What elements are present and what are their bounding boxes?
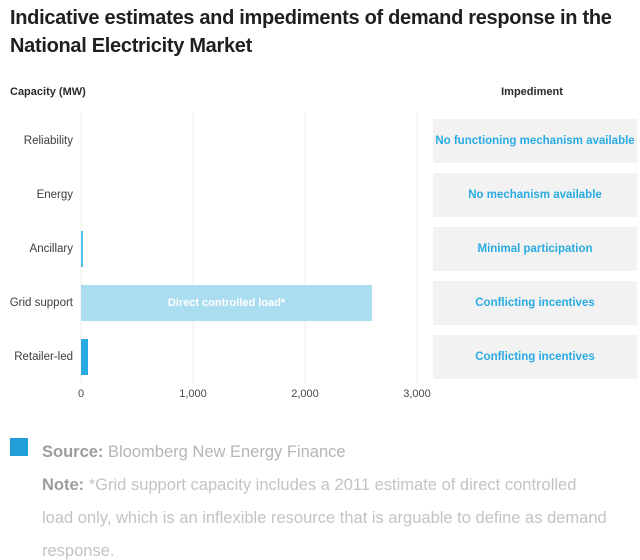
gridline [416, 112, 418, 384]
bar-retailer-led [81, 339, 88, 375]
impediment-label: Minimal participation [477, 243, 593, 255]
impediment-box: Conflicting incentives [433, 281, 637, 325]
impediment-box: Conflicting incentives [433, 335, 637, 379]
x-axis-tick-label: 2,000 [291, 388, 319, 400]
impediment-column-header: Impediment [501, 86, 563, 98]
plot-cell [81, 330, 421, 384]
impediment-box: No mechanism available [433, 173, 637, 217]
category-label: Reliability [23, 135, 73, 147]
gridline [304, 112, 306, 384]
plot-cell [81, 114, 421, 168]
footer: Source: Bloomberg New Energy Finance Not… [10, 436, 630, 560]
impediment-box: No functioning mechanism available [433, 119, 637, 163]
gridline [192, 112, 194, 384]
note-text: *Grid support capacity includes a 2011 e… [42, 476, 607, 560]
category-row-grid-support: Grid support Direct controlled load* Con… [0, 276, 640, 330]
bar-grid-support: Direct controlled load* [81, 285, 372, 321]
plot-cell: Direct controlled load* [81, 276, 421, 330]
plot-cell [81, 222, 421, 276]
category-row-energy: Energy No mechanism available [0, 168, 640, 222]
note-line: Note: *Grid support capacity includes a … [42, 469, 608, 560]
legend-swatch-icon [10, 438, 28, 456]
capacity-axis-header: Capacity (MW) [10, 86, 86, 98]
category-label: Grid support [9, 297, 73, 309]
source-text: Bloomberg New Energy Finance [108, 443, 346, 461]
category-row-ancillary: Ancillary Minimal participation [0, 222, 640, 276]
x-axis-tick-label: 0 [77, 388, 85, 400]
category-label: Energy [36, 189, 73, 201]
x-axis: 0 1,000 2,000 3,000 [77, 388, 431, 404]
bar-ancillary [81, 231, 83, 267]
footer-text: Source: Bloomberg New Energy Finance Not… [42, 436, 608, 560]
note-label: Note: [42, 476, 85, 494]
category-row-reliability: Reliability No functioning mechanism ava… [0, 114, 640, 168]
source-line: Source: Bloomberg New Energy Finance [42, 436, 608, 469]
bar-label: Direct controlled load* [167, 297, 286, 309]
impediment-label: No mechanism available [468, 189, 602, 201]
impediment-box: Minimal participation [433, 227, 637, 271]
category-row-retailer-led: Retailer-led Conflicting incentives [0, 330, 640, 384]
category-label: Ancillary [29, 243, 73, 255]
category-label: Retailer-led [14, 351, 73, 363]
impediment-label: No functioning mechanism available [435, 135, 635, 147]
chart-title: Indicative estimates and impediments of … [10, 7, 612, 57]
chart-rows: Reliability No functioning mechanism ava… [0, 114, 640, 384]
x-axis-tick-label: 3,000 [403, 388, 431, 400]
impediment-label: Conflicting incentives [475, 297, 595, 309]
source-label: Source: [42, 443, 104, 461]
impediment-label: Conflicting incentives [475, 351, 595, 363]
x-axis-tick-label: 1,000 [179, 388, 207, 400]
plot-cell [81, 168, 421, 222]
